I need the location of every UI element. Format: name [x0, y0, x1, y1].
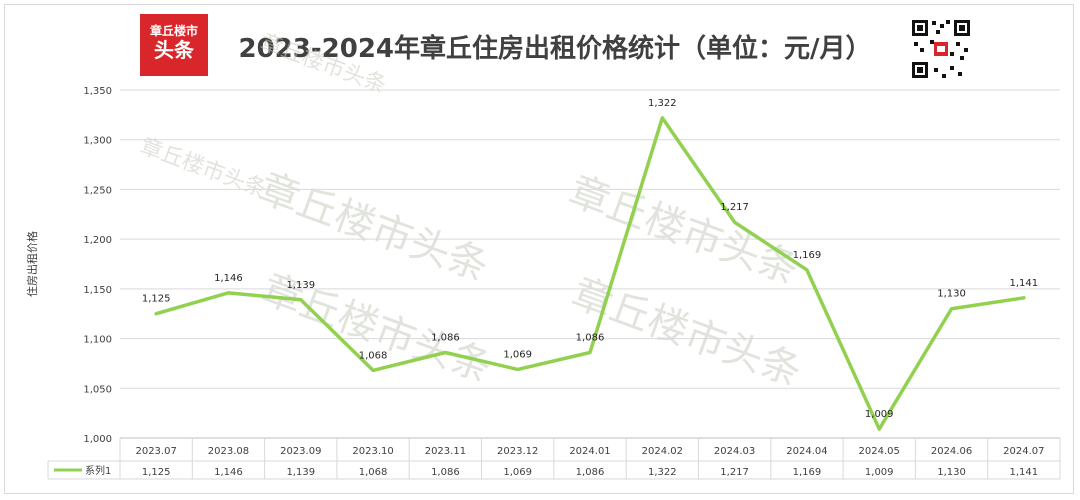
table-cell-value: 1,130 — [937, 467, 966, 478]
series-line — [154, 116, 1026, 431]
table-cell-value: 1,139 — [286, 467, 315, 478]
logo-line2: 头条 — [154, 38, 194, 62]
x-tick-label: 2024.04 — [786, 446, 827, 457]
x-tick-label: 2024.01 — [569, 446, 610, 457]
y-tick-label: 1,250 — [83, 185, 112, 196]
x-tick-label: 2023.10 — [352, 446, 393, 457]
table-cell-value: 1,068 — [359, 467, 388, 478]
y-tick-label: 1,350 — [83, 86, 112, 97]
data-label: 1,217 — [720, 202, 749, 213]
data-label: 1,169 — [793, 250, 822, 261]
data-label: 1,068 — [359, 350, 388, 361]
table-cell-value: 1,009 — [865, 467, 894, 478]
y-tick-label: 1,300 — [83, 136, 112, 147]
table-cell-value: 1,141 — [1010, 467, 1039, 478]
x-tick-label: 2023.11 — [425, 446, 466, 457]
data-label: 1,141 — [1010, 278, 1039, 289]
legend-label: 系列1 — [85, 464, 111, 477]
data-label: 1,086 — [431, 332, 460, 343]
data-label: 1,130 — [937, 289, 966, 300]
table-cell-value: 1,086 — [576, 467, 605, 478]
table-cell-value: 1,125 — [142, 467, 171, 478]
x-tick-label: 2023.07 — [135, 446, 176, 457]
data-label: 1,146 — [214, 273, 243, 284]
data-label: 1,069 — [503, 349, 532, 360]
data-label: 1,086 — [576, 332, 605, 343]
logo-line1: 章丘楼市 — [149, 24, 198, 38]
qr-code-icon — [910, 18, 972, 80]
x-tick-label: 2024.02 — [642, 446, 683, 457]
chart-title: 2023-2024年章丘住房出租价格统计（单位：元/月） — [238, 34, 872, 64]
y-tick-label: 1,000 — [83, 434, 112, 445]
y-tick-label: 1,050 — [83, 384, 112, 395]
y-tick-label: 1,100 — [83, 335, 112, 346]
table-cell-value: 1,169 — [793, 467, 822, 478]
x-tick-label: 2023.09 — [280, 446, 321, 457]
data-label: 1,322 — [648, 98, 677, 109]
x-tick-label: 2024.06 — [931, 446, 972, 457]
x-tick-label: 2024.05 — [859, 446, 900, 457]
y-tick-label: 1,200 — [83, 235, 112, 246]
table-cell-value: 1,322 — [648, 467, 677, 478]
brand-logo: 章丘楼市 头条 — [140, 14, 208, 76]
data-label: 1,139 — [286, 280, 315, 291]
x-tick-label: 2023.12 — [497, 446, 538, 457]
table-cell-value: 1,086 — [431, 467, 460, 478]
x-tick-label: 2024.03 — [714, 446, 755, 457]
data-label: 1,009 — [865, 409, 894, 420]
y-axis-title: 住房出租价格 — [25, 231, 39, 297]
table-cell-value: 1,217 — [720, 467, 749, 478]
x-tick-label: 2024.07 — [1003, 446, 1044, 457]
data-label: 1,125 — [142, 294, 171, 305]
y-tick-label: 1,150 — [83, 285, 112, 296]
x-tick-label: 2023.08 — [208, 446, 249, 457]
chart-frame — [4, 4, 1074, 494]
table-cell-value: 1,069 — [503, 467, 532, 478]
table-cell-value: 1,146 — [214, 467, 243, 478]
